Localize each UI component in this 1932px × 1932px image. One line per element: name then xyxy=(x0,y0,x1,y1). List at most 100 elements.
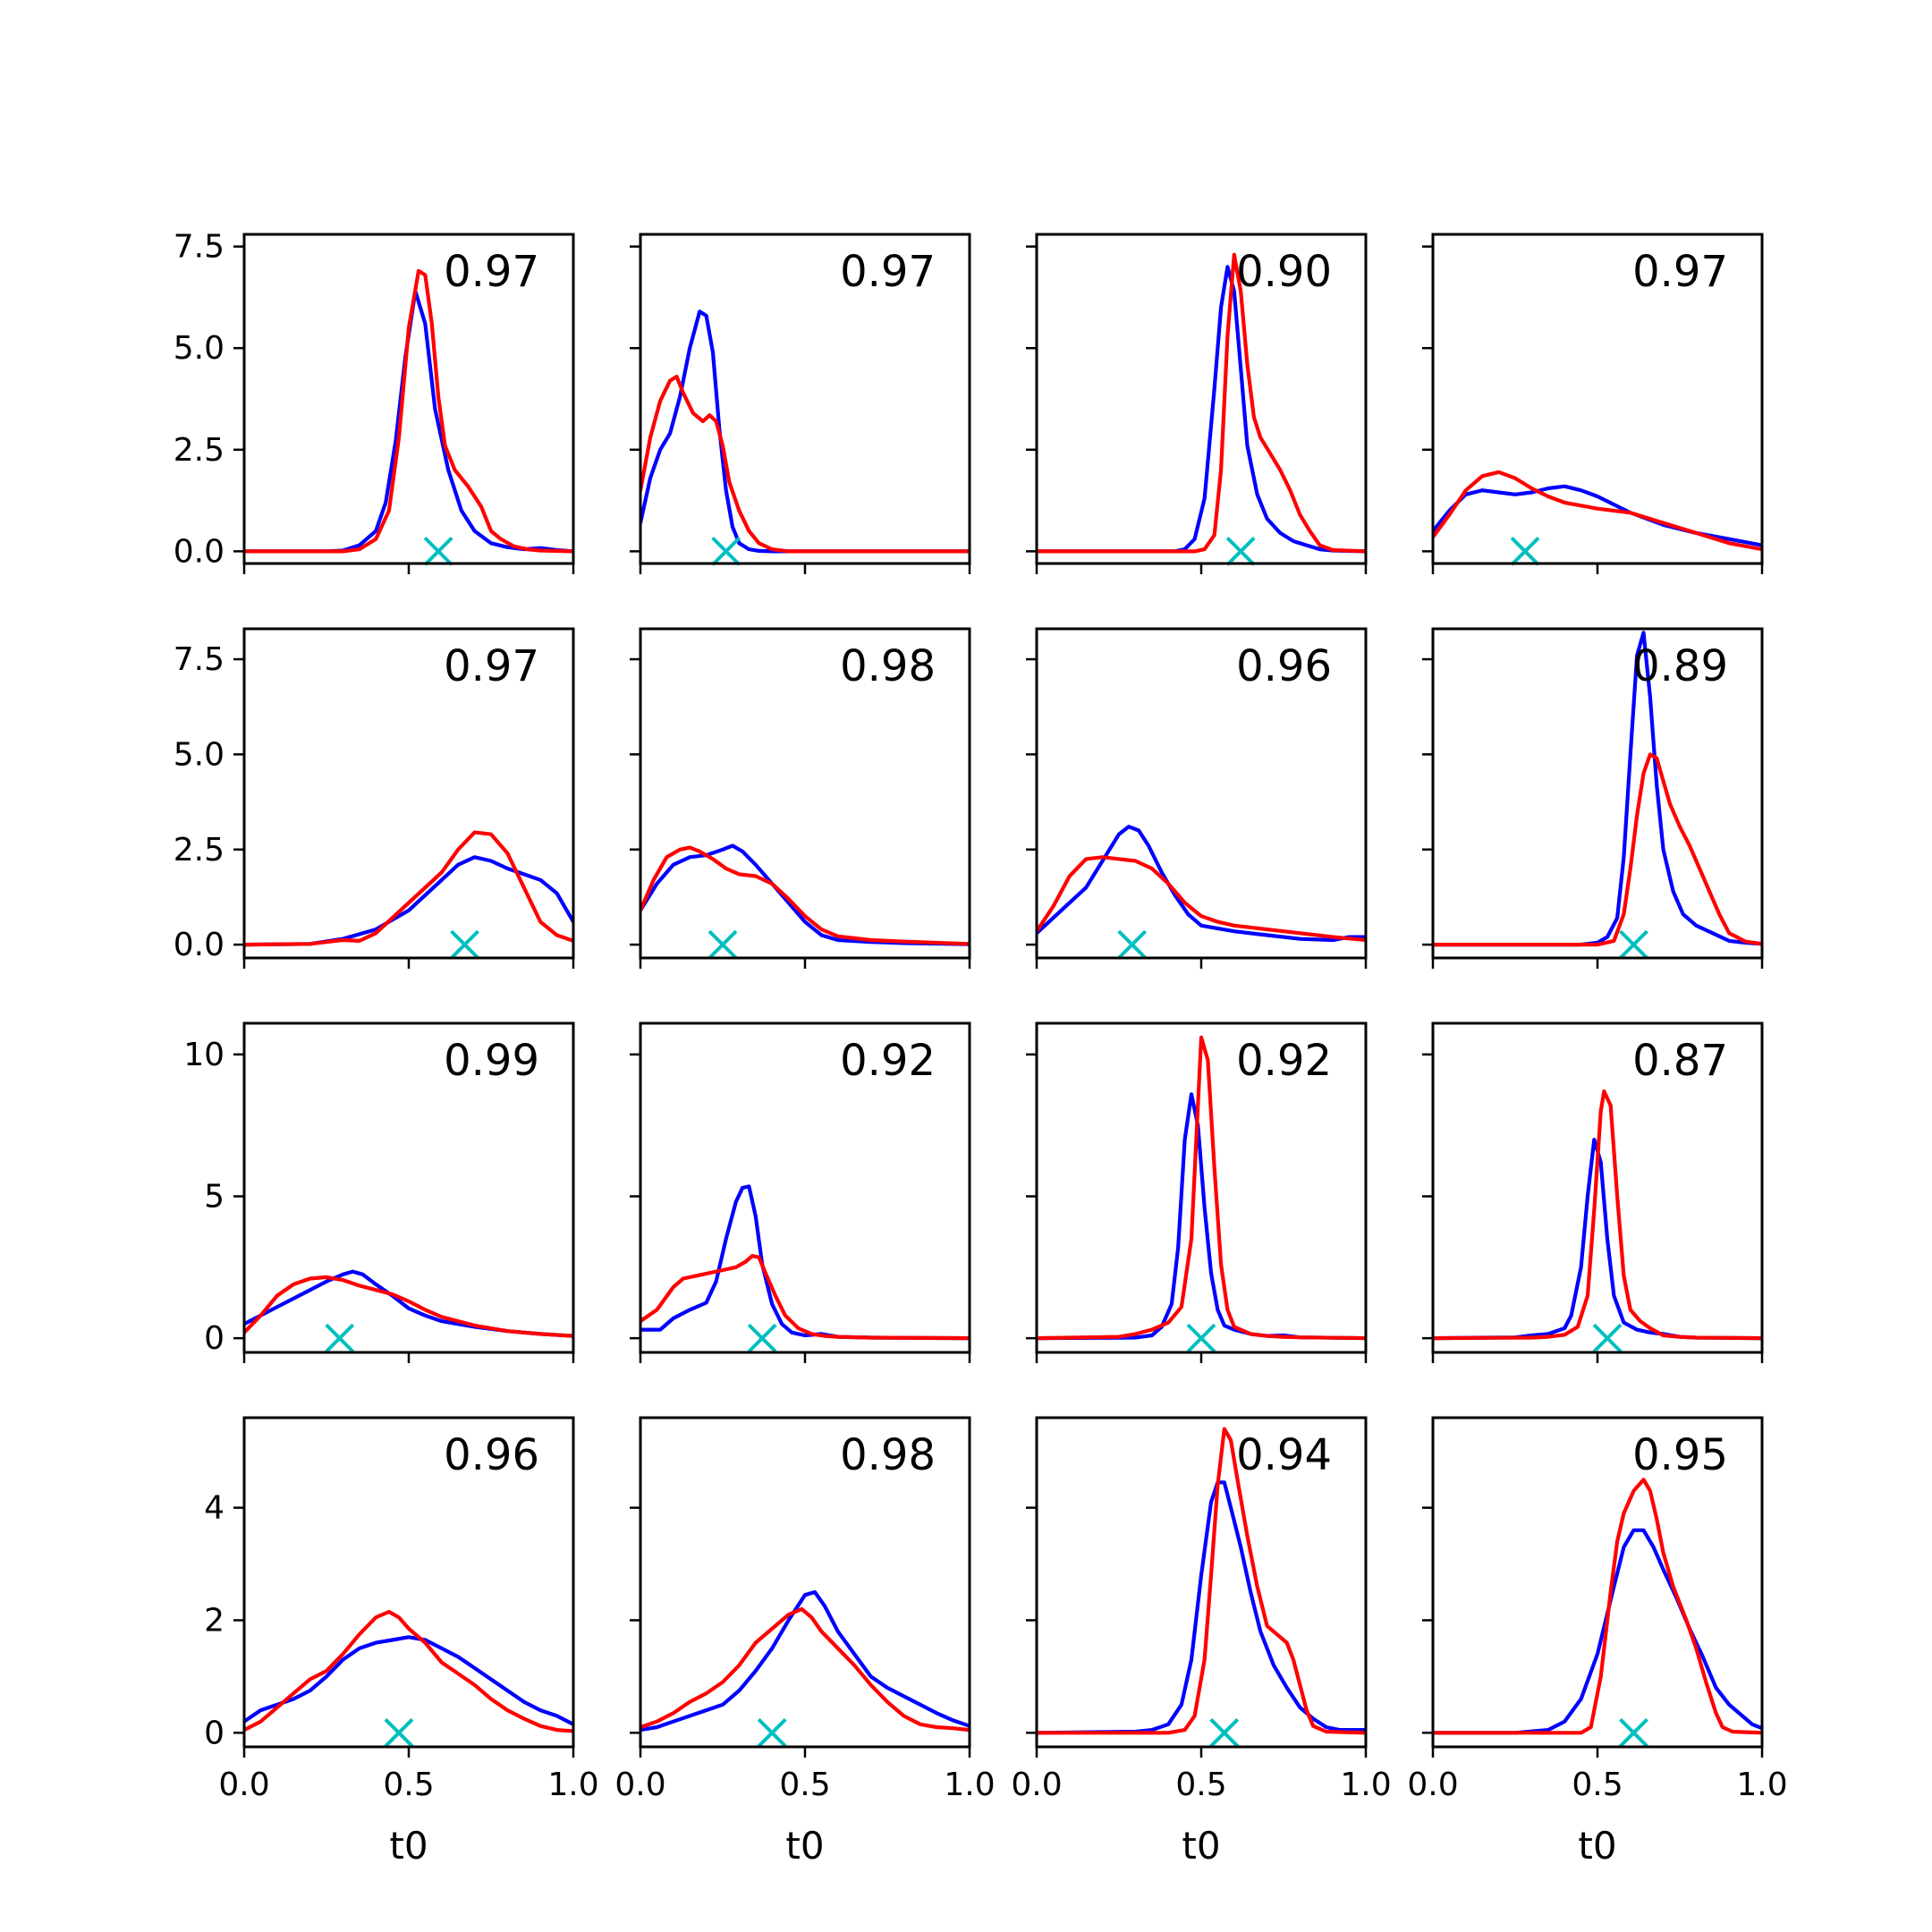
true-value-marker xyxy=(1510,536,1540,566)
x-tick-label: 0.0 xyxy=(218,1767,269,1803)
panel-annotation: 0.96 xyxy=(1236,641,1332,691)
panel-annotation: 0.97 xyxy=(444,247,539,297)
y-tick-label: 5.0 xyxy=(174,330,225,367)
panel-r3-c2: 0.0 0.5 1.0 t0 0.94 xyxy=(1011,1416,1392,1868)
series-red-line xyxy=(1037,1427,1366,1735)
x-tick-label: 0.0 xyxy=(614,1767,665,1803)
y-tick-label: 2.5 xyxy=(174,832,225,869)
y-tick-label: 0 xyxy=(204,1320,225,1357)
true-value-marker xyxy=(1117,929,1148,960)
true-value-marker xyxy=(708,929,738,960)
series-red-line xyxy=(1037,855,1366,943)
y-tick-label: 7.5 xyxy=(174,641,225,678)
marker-stroke xyxy=(747,1323,777,1353)
panel-annotation: 0.97 xyxy=(1632,247,1728,297)
marker-stroke xyxy=(1117,929,1148,960)
series-red-line xyxy=(1037,252,1366,554)
series-blue-line xyxy=(1037,825,1366,943)
panel-r0-c0: 0.0 2.5 5.0 7.5 0.97 xyxy=(174,229,575,574)
marker-stroke xyxy=(1186,1323,1216,1353)
panel-annotation: 0.87 xyxy=(1632,1036,1728,1086)
series-red-line xyxy=(244,1275,573,1338)
x-tick-label: 1.0 xyxy=(1736,1767,1787,1803)
x-tick-label: 0.5 xyxy=(779,1767,830,1803)
marker-stroke xyxy=(450,929,479,960)
marker-stroke xyxy=(708,929,738,960)
marker-stroke xyxy=(1619,929,1648,960)
series-blue-line xyxy=(244,855,573,947)
panel-annotation: 0.92 xyxy=(1236,1036,1332,1086)
marker-stroke xyxy=(1209,1717,1240,1748)
true-value-marker xyxy=(1592,1323,1623,1353)
marker-stroke xyxy=(384,1717,414,1748)
panel-r2-c0: 0 5 10 0.99 xyxy=(183,1021,575,1363)
y-tick-label: 0.0 xyxy=(174,927,225,963)
series-blue-line xyxy=(1037,1480,1366,1735)
y-tick-label: 2 xyxy=(204,1602,225,1639)
true-value-marker xyxy=(747,1323,777,1353)
series-red-line xyxy=(244,268,573,554)
true-value-marker xyxy=(325,1323,355,1353)
panel-r2-c2: 0.92 xyxy=(1026,1021,1368,1363)
true-value-marker xyxy=(450,929,479,960)
series-blue-line xyxy=(1037,1092,1366,1341)
x-axis-label: t0 xyxy=(389,1824,428,1868)
y-tick-label: 0 xyxy=(204,1715,225,1751)
x-tick-label: 1.0 xyxy=(944,1767,995,1803)
series-red-line xyxy=(1433,470,1762,552)
panel-r3-c1: 0.0 0.5 1.0 t0 0.98 xyxy=(614,1416,996,1868)
panel-annotation: 0.94 xyxy=(1236,1430,1332,1480)
panel-r2-c3: 0.87 xyxy=(1422,1021,1764,1363)
panel-r1-c1: 0.98 xyxy=(630,627,971,969)
x-axis-label: t0 xyxy=(1182,1824,1220,1868)
true-value-marker xyxy=(423,536,453,566)
series-blue-line xyxy=(1433,1528,1762,1735)
panel-annotation: 0.97 xyxy=(840,247,936,297)
panel-r3-c3: 0.0 0.5 1.0 t0 0.95 xyxy=(1407,1416,1788,1868)
panel-annotation: 0.90 xyxy=(1236,247,1332,297)
true-value-marker xyxy=(384,1717,414,1748)
marker-stroke xyxy=(757,1717,787,1748)
series-blue-line xyxy=(1037,265,1366,554)
panel-r0-c1: 0.97 xyxy=(630,233,971,574)
series-blue-line xyxy=(640,1589,970,1733)
panel-r1-c0: 0.0 2.5 5.0 7.5 0.97 xyxy=(174,627,575,969)
true-value-marker xyxy=(1619,1717,1648,1748)
y-tick-label: 2.5 xyxy=(174,432,225,469)
x-tick-label: 0.0 xyxy=(1011,1767,1062,1803)
series-red-line xyxy=(640,374,970,554)
marker-stroke xyxy=(711,536,741,566)
panel-annotation: 0.92 xyxy=(840,1036,936,1086)
x-axis-label: t0 xyxy=(1578,1824,1616,1868)
true-value-marker xyxy=(711,536,741,566)
true-value-marker xyxy=(1186,1323,1216,1353)
series-red-line xyxy=(640,845,970,946)
panel-r0-c3: 0.97 xyxy=(1422,233,1764,574)
series-blue-line xyxy=(640,1184,970,1341)
true-value-marker xyxy=(1619,929,1648,960)
y-tick-label: 5.0 xyxy=(174,736,225,773)
x-tick-label: 1.0 xyxy=(547,1767,598,1803)
panel-r3-c0: 0 2 4 0.0 0.5 1.0 t0 0.96 xyxy=(204,1416,599,1868)
x-axis-label: t0 xyxy=(785,1824,824,1868)
y-tick-label: 10 xyxy=(183,1037,225,1073)
marker-stroke xyxy=(1619,1717,1648,1748)
series-blue-line xyxy=(244,1635,573,1726)
x-tick-label: 0.5 xyxy=(383,1767,434,1803)
true-value-marker xyxy=(1209,1717,1240,1748)
panel-annotation: 0.95 xyxy=(1632,1430,1728,1480)
panel-r1-c3: 0.89 xyxy=(1422,627,1764,969)
series-blue-line xyxy=(244,1269,573,1338)
series-red-line xyxy=(1037,1035,1366,1341)
panel-annotation: 0.96 xyxy=(444,1430,539,1480)
panel-r2-c1: 0.92 xyxy=(630,1021,971,1363)
marker-stroke xyxy=(325,1323,355,1353)
marker-stroke xyxy=(1510,536,1540,566)
series-blue-line xyxy=(1433,631,1762,947)
x-tick-label: 0.5 xyxy=(1572,1767,1623,1803)
true-value-marker xyxy=(757,1717,787,1748)
panel-annotation: 0.89 xyxy=(1632,641,1728,691)
panel-annotation: 0.98 xyxy=(840,641,936,691)
y-tick-label: 7.5 xyxy=(174,229,225,266)
